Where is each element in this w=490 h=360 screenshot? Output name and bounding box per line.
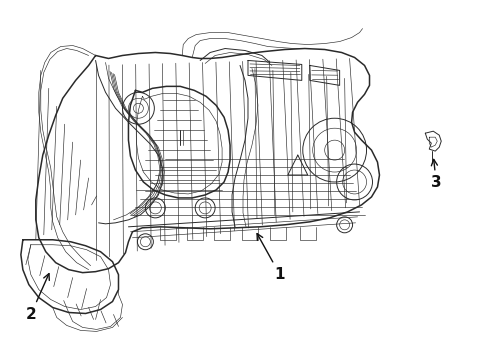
Text: 1: 1 xyxy=(257,234,285,282)
Text: 3: 3 xyxy=(431,159,441,190)
Text: 2: 2 xyxy=(25,274,49,322)
